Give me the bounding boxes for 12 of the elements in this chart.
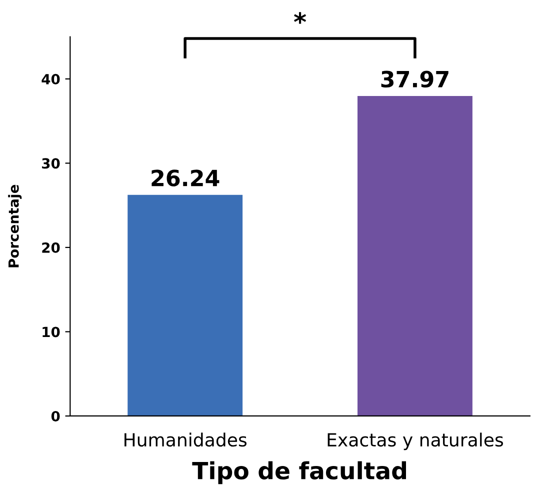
- x-tick-label: Humanidades: [124, 432, 247, 447]
- y-tick-label: 20: [42, 242, 60, 253]
- x-tick-label: Exactas y naturales: [328, 432, 504, 450]
- x-axis-title: Tipo de facultad: [192, 461, 406, 484]
- y-tick-label: 40: [42, 74, 60, 84]
- y-tick-label: 30: [42, 158, 60, 169]
- y-axis-title: Porcentaje: [8, 184, 22, 268]
- data-label: 37.97: [381, 70, 448, 88]
- data-label: 26.24: [152, 170, 220, 186]
- y-tick-label: 0: [51, 410, 60, 422]
- y-tick-label: 10: [42, 326, 60, 338]
- text: *: [294, 12, 306, 24]
